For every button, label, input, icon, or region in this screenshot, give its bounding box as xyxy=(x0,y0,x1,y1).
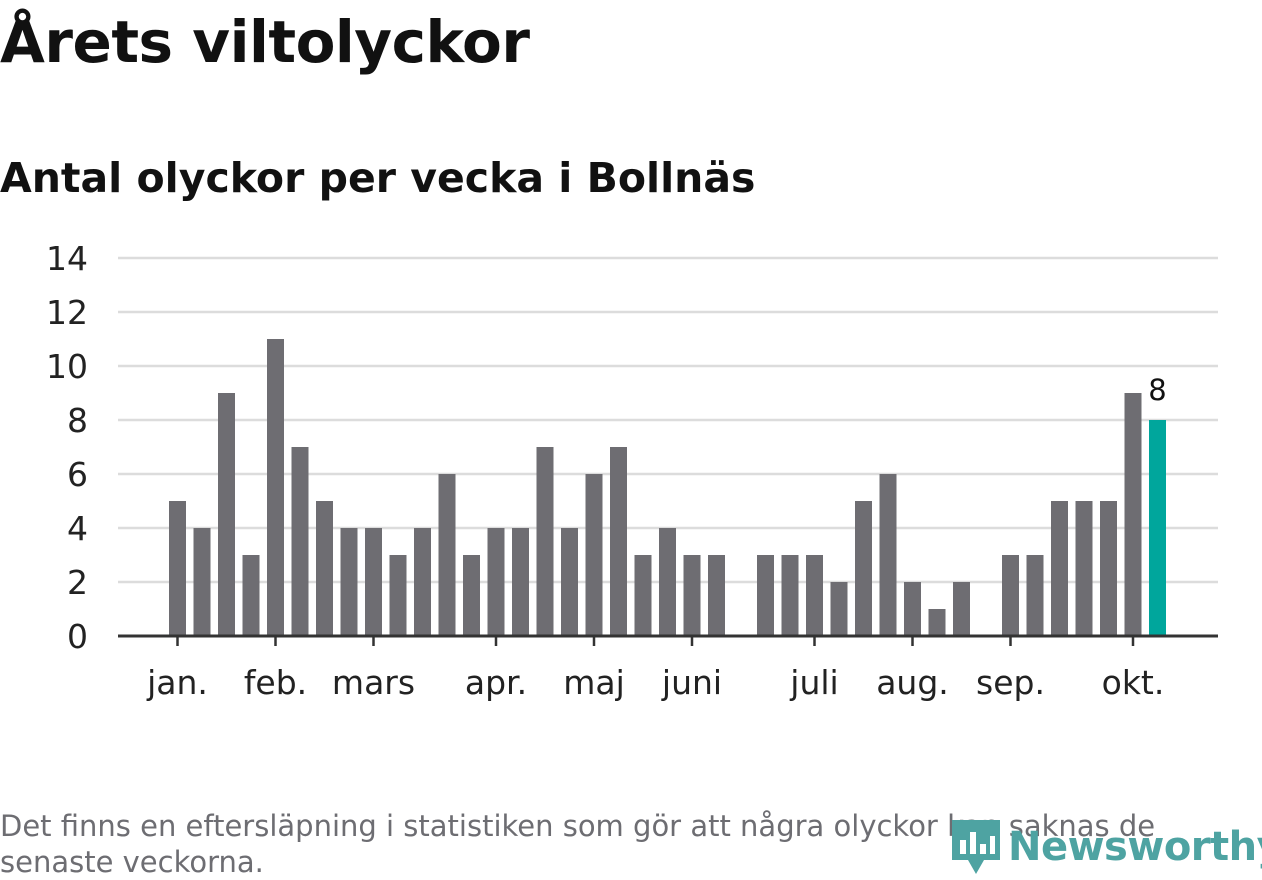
bar xyxy=(610,447,627,636)
bar xyxy=(316,501,333,636)
bar xyxy=(781,555,799,636)
month-label: apr. xyxy=(465,663,527,702)
bar xyxy=(708,555,725,636)
bar-highlight xyxy=(1149,420,1166,636)
bar xyxy=(487,528,505,636)
month-label: juli xyxy=(789,663,838,702)
bar xyxy=(1124,393,1142,636)
bar xyxy=(683,555,701,636)
bars xyxy=(169,339,1166,636)
month-label: aug. xyxy=(876,663,949,702)
month-label: maj xyxy=(563,663,625,702)
bar xyxy=(1051,501,1068,636)
y-tick-label: 2 xyxy=(67,563,88,602)
y-axis-ticks: 0 2 4 6 8 10 12 14 xyxy=(46,239,88,656)
bar xyxy=(659,528,676,636)
bar xyxy=(1100,501,1117,636)
bar xyxy=(193,528,211,636)
month-label: mars xyxy=(332,663,415,702)
bar xyxy=(879,474,897,636)
bar xyxy=(585,474,603,636)
bar xyxy=(634,555,652,636)
bar-chart: 0 2 4 6 8 10 12 14 jan. feb. mars apr. maj juni juli a… xyxy=(46,239,1218,702)
bar xyxy=(463,555,480,636)
x-axis-month-labels: jan. feb. mars apr. maj juni juli aug. sep. okt. xyxy=(146,663,1164,702)
y-tick-label: 12 xyxy=(46,293,88,332)
data-label: 8 xyxy=(1148,373,1166,407)
bar xyxy=(855,501,872,636)
bar xyxy=(169,501,186,636)
bar xyxy=(340,528,358,636)
bar xyxy=(904,582,921,636)
month-label: juni xyxy=(661,663,722,702)
y-tick-label: 14 xyxy=(46,239,88,278)
y-tick-label: 10 xyxy=(46,347,88,386)
bar xyxy=(953,582,970,636)
bar xyxy=(242,555,260,636)
bar xyxy=(1075,501,1093,636)
y-tick-label: 4 xyxy=(67,509,88,548)
bar xyxy=(291,447,309,636)
bar xyxy=(928,609,946,636)
newsworthy-logo-icon xyxy=(952,820,1000,874)
y-tick-label: 6 xyxy=(67,455,88,494)
brand-logo: Newsworthy xyxy=(950,818,1262,876)
bar xyxy=(414,528,431,636)
bar xyxy=(1002,555,1019,636)
y-tick-label: 8 xyxy=(67,401,88,440)
brand-name: Newsworthy xyxy=(1008,824,1262,870)
month-label: okt. xyxy=(1102,663,1165,702)
bar xyxy=(512,528,529,636)
month-label: jan. xyxy=(146,663,208,702)
chart-subtitle: Antal olyckor per vecka i Bollnäs xyxy=(0,154,756,202)
bar xyxy=(561,528,578,636)
x-axis xyxy=(118,634,1218,646)
bar xyxy=(267,339,284,636)
month-label: sep. xyxy=(976,663,1045,702)
bar xyxy=(438,474,456,636)
bar xyxy=(536,447,554,636)
chart-title: Årets viltolyckor xyxy=(0,8,530,76)
bar xyxy=(1026,555,1044,636)
bar xyxy=(389,555,407,636)
month-label: feb. xyxy=(244,663,307,702)
y-tick-label: 0 xyxy=(67,617,88,656)
bar xyxy=(365,528,382,636)
data-labels: 8 xyxy=(1148,373,1166,407)
bar xyxy=(830,582,848,636)
bar xyxy=(806,555,823,636)
bar xyxy=(757,555,774,636)
bar xyxy=(218,393,235,636)
